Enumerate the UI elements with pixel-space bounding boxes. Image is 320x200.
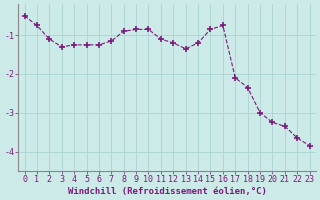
X-axis label: Windchill (Refroidissement éolien,°C): Windchill (Refroidissement éolien,°C) xyxy=(68,187,267,196)
